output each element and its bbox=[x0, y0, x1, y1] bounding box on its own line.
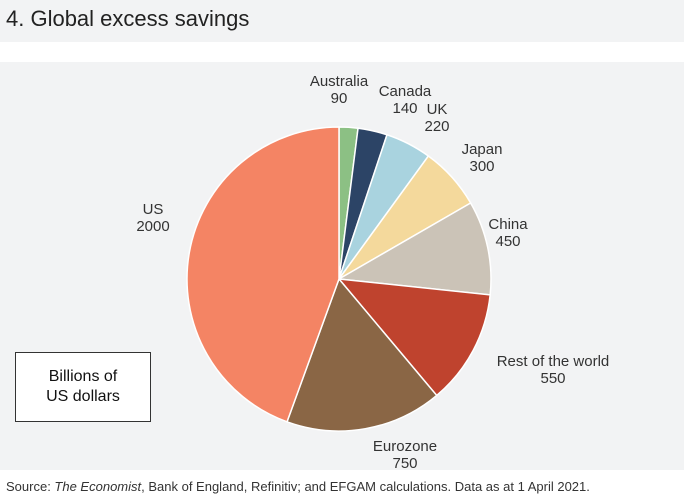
slice-value-eurozone: 750 bbox=[392, 455, 417, 472]
source-note: Source: The Economist, Bank of England, … bbox=[6, 479, 590, 494]
slice-value-china: 450 bbox=[495, 233, 520, 250]
chart-title: 4. Global excess savings bbox=[6, 6, 250, 31]
pie-slice-china bbox=[336, 201, 492, 296]
slice-value-canada: 140 bbox=[392, 100, 417, 117]
units-line-2: US dollars bbox=[46, 388, 120, 405]
title-bar: 4. Global excess savings bbox=[0, 0, 684, 42]
slice-value-japan: 300 bbox=[469, 158, 494, 175]
slice-label-eurozone: Eurozone bbox=[373, 438, 437, 455]
pie-slice-us bbox=[186, 126, 340, 423]
slice-label-china: China bbox=[488, 216, 528, 233]
slice-value-australia: 90 bbox=[331, 90, 348, 107]
slice-value-us: 2000 bbox=[136, 218, 169, 235]
pie-slice-rest-of-the-world bbox=[337, 278, 491, 397]
slice-label-australia: Australia bbox=[310, 73, 369, 90]
slice-label-us: US bbox=[143, 201, 164, 218]
slice-label-japan: Japan bbox=[462, 141, 503, 158]
units-line-1: Billions of bbox=[48, 368, 118, 385]
pie-slice-eurozone bbox=[286, 277, 438, 432]
slice-label-uk: UK bbox=[427, 101, 448, 118]
source-italic: The Economist bbox=[54, 479, 142, 494]
units-box: Billions of US dollars bbox=[15, 352, 151, 422]
slice-value-rest-of-the-world: 550 bbox=[540, 370, 565, 387]
source-prefix: Source: bbox=[6, 479, 55, 494]
source-rest: , Bank of England, Refinitiv; and EFGAM … bbox=[141, 479, 590, 494]
slice-label-rest-of-the-world: Rest of the world bbox=[497, 353, 610, 370]
slice-label-canada: Canada bbox=[379, 83, 432, 100]
slice-value-uk: 220 bbox=[424, 118, 449, 135]
